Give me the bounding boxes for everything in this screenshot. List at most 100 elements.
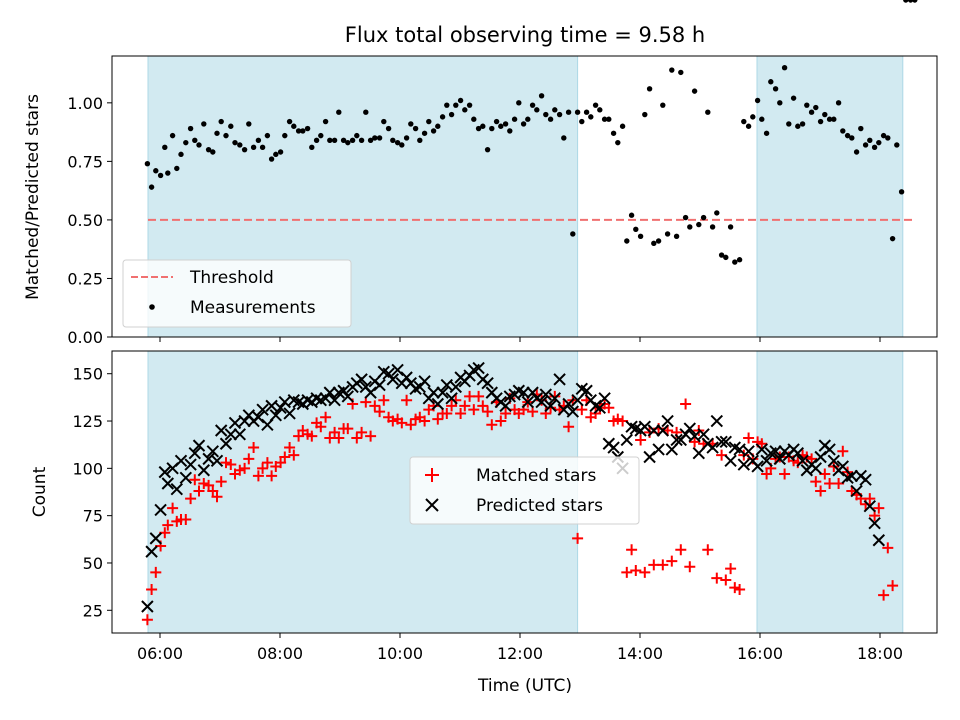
measurement-point — [709, 224, 716, 230]
matched-star-point — [211, 491, 223, 503]
matched-star-point — [887, 580, 899, 592]
measurement-point — [543, 111, 549, 118]
measurement-point — [826, 116, 833, 122]
x-tick-label: 08:00 — [257, 644, 303, 663]
predicted-star-point — [692, 446, 706, 460]
predicted-star-point — [868, 517, 881, 530]
matched-star-point — [666, 555, 678, 567]
top-legend-box — [122, 259, 352, 328]
predicted-star-point — [526, 386, 539, 399]
predicted-star-point — [238, 414, 251, 428]
measurement-point — [592, 102, 599, 108]
matched-star-point — [193, 485, 205, 497]
measurement-point — [466, 102, 473, 108]
predicted-star-point — [809, 462, 823, 475]
matched-star-point — [675, 544, 687, 556]
measurement-point — [822, 111, 828, 118]
bottom-x-ticks: 06:00 08:00 10:00 12:00 14:00 16:00 18:00 — [137, 633, 903, 663]
predicted-star-point — [197, 464, 211, 477]
measurement-point — [426, 118, 432, 125]
measurement-point — [588, 114, 594, 120]
measurement-point — [732, 259, 738, 265]
measurement-point — [723, 254, 729, 261]
predicted-star-point — [431, 397, 445, 411]
measurement-point — [538, 93, 545, 99]
predicted-star-point — [228, 416, 242, 430]
predicted-star-point — [598, 392, 611, 405]
measurement-point — [157, 172, 164, 179]
top-shaded-interval-2 — [756, 55, 904, 338]
measurement-point — [394, 139, 401, 146]
measurement-point — [597, 107, 603, 113]
matched-star-point — [167, 502, 179, 514]
predicted-star-point — [823, 443, 836, 456]
matched-star-point — [864, 493, 876, 505]
predicted-star-point — [580, 384, 593, 397]
predicted-star-point — [449, 380, 463, 394]
measurement-point — [655, 238, 662, 244]
measurement-point — [561, 135, 567, 141]
matched-star-point — [837, 445, 849, 457]
predicted-star-point — [256, 403, 269, 416]
measurement-point — [480, 123, 486, 129]
matched-star-point — [266, 470, 278, 482]
measurement-point — [507, 128, 513, 134]
predicted-star-point — [141, 600, 154, 613]
x-tick-label: 14:00 — [617, 644, 663, 663]
matched-star-point — [563, 421, 575, 433]
matched-star-point — [819, 468, 831, 480]
measurement-point — [754, 97, 761, 104]
matched-star-point — [306, 430, 318, 442]
measurement-point — [331, 137, 338, 143]
matched-star-point — [761, 468, 773, 480]
top-legend: Threshold Measurements — [122, 259, 352, 328]
predicted-stars-legend-label: Predicted stars — [476, 496, 603, 516]
measurement-point — [291, 123, 297, 129]
measurement-point — [223, 132, 229, 139]
measurement-point — [759, 116, 765, 122]
matched-star-point — [405, 419, 417, 431]
matched-star-point — [239, 462, 251, 474]
matched-star-point — [275, 457, 287, 469]
measurements-legend-swatch — [149, 304, 155, 310]
measurement-point — [187, 125, 194, 132]
bottom-legend: Matched stars Predicted stars — [409, 456, 640, 525]
matched-stars-points — [142, 389, 899, 626]
matched-star-point — [320, 411, 332, 423]
measurement-point — [628, 212, 635, 218]
measurement-point — [340, 137, 347, 143]
matched-star-point — [680, 398, 692, 410]
measurement-point — [300, 128, 306, 134]
measurement-point — [768, 79, 774, 85]
x-tick-label: 12:00 — [497, 644, 543, 663]
matched-star-point — [639, 566, 651, 578]
measurement-point — [876, 139, 882, 146]
measurement-point — [210, 149, 216, 155]
measurement-point — [448, 111, 455, 118]
measurement-point — [520, 121, 527, 127]
matched-star-point — [401, 394, 413, 406]
matched-star-point — [252, 470, 264, 482]
measurement-point — [835, 100, 842, 106]
predicted-star-point — [706, 441, 719, 454]
matched-star-point — [621, 566, 633, 578]
measurement-point — [412, 125, 419, 132]
matched-star-point — [333, 432, 345, 444]
measurement-point — [354, 132, 360, 139]
predicted-star-point — [184, 458, 197, 471]
matched-star-point — [702, 544, 714, 556]
measurement-point — [637, 233, 644, 240]
predicted-star-point — [760, 454, 773, 467]
measurement-point — [345, 139, 351, 146]
measurement-point — [799, 121, 806, 127]
matched-star-point — [810, 476, 822, 488]
measurement-point — [372, 135, 378, 141]
measurement-point — [196, 142, 202, 148]
bottom-legend-box — [409, 456, 640, 525]
x-tick-label: 06:00 — [137, 644, 183, 663]
predicted-star-point — [224, 428, 238, 441]
measurement-point — [408, 121, 414, 127]
measurement-point — [687, 224, 693, 230]
matched-star-point — [482, 406, 494, 418]
predicted-star-point — [755, 443, 769, 456]
